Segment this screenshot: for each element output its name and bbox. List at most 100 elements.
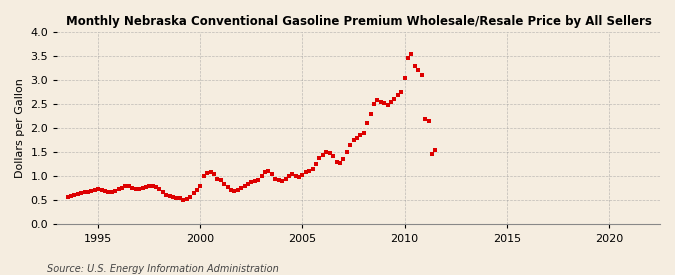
Point <box>273 178 284 182</box>
Point <box>171 195 182 200</box>
Point <box>175 196 186 201</box>
Point <box>321 150 332 155</box>
Point <box>369 102 379 106</box>
Point <box>89 188 100 192</box>
Point <box>225 188 236 192</box>
Point <box>252 178 263 182</box>
Point <box>314 156 325 160</box>
Point <box>348 138 359 142</box>
Point <box>120 184 131 189</box>
Point <box>236 186 246 191</box>
Point <box>392 93 403 98</box>
Point <box>416 73 427 78</box>
Point <box>147 184 158 189</box>
Point <box>307 167 318 171</box>
Point <box>130 187 141 191</box>
Point <box>110 189 121 193</box>
Point <box>335 161 346 165</box>
Point <box>304 168 315 173</box>
Point <box>188 191 199 195</box>
Point <box>242 181 253 186</box>
Point <box>222 185 233 189</box>
Point <box>423 119 434 123</box>
Point <box>427 152 437 156</box>
Point <box>403 56 414 60</box>
Point <box>127 186 138 190</box>
Point <box>134 187 144 191</box>
Point <box>399 75 410 80</box>
Point <box>97 188 107 192</box>
Point <box>62 194 73 199</box>
Point <box>202 171 213 176</box>
Point <box>250 179 261 183</box>
Point <box>290 174 301 178</box>
Point <box>82 189 93 194</box>
Point <box>246 180 256 184</box>
Point <box>92 187 103 191</box>
Point <box>86 189 97 193</box>
Point <box>79 190 90 194</box>
Point <box>256 174 267 178</box>
Title: Monthly Nebraska Conventional Gasoline Premium Wholesale/Resale Price by All Sel: Monthly Nebraska Conventional Gasoline P… <box>65 15 651 28</box>
Point <box>69 192 80 197</box>
Point <box>328 154 339 158</box>
Point <box>72 192 83 196</box>
Point <box>151 185 161 189</box>
Point <box>294 175 304 180</box>
Point <box>65 193 76 198</box>
Point <box>107 190 117 194</box>
Point <box>413 68 424 73</box>
Point <box>300 170 311 175</box>
Point <box>185 194 196 199</box>
Point <box>317 152 328 157</box>
Point <box>385 100 396 104</box>
Point <box>164 193 175 198</box>
Point <box>239 184 250 188</box>
Point <box>192 188 202 192</box>
Point <box>154 187 165 191</box>
Point <box>137 186 148 191</box>
Point <box>219 181 230 186</box>
Point <box>355 133 366 138</box>
Point <box>372 98 383 103</box>
Point <box>215 178 226 182</box>
Point <box>117 186 128 190</box>
Point <box>362 121 373 126</box>
Point <box>430 148 441 152</box>
Point <box>396 90 406 94</box>
Point <box>178 198 189 203</box>
Point <box>209 172 219 176</box>
Point <box>212 177 223 181</box>
Point <box>338 157 349 162</box>
Point <box>157 190 168 194</box>
Point <box>205 170 216 175</box>
Point <box>198 174 209 178</box>
Point <box>232 188 243 192</box>
Point <box>270 177 281 181</box>
Point <box>168 194 179 199</box>
Point <box>229 189 240 193</box>
Point <box>331 160 342 164</box>
Point <box>324 151 335 155</box>
Point <box>358 131 369 135</box>
Point <box>352 136 362 140</box>
Point <box>420 116 431 121</box>
Point <box>342 150 352 155</box>
Point <box>124 184 134 188</box>
Point <box>263 168 274 173</box>
Point <box>144 184 155 188</box>
Point <box>103 189 114 194</box>
Point <box>280 177 291 181</box>
Point <box>284 174 294 178</box>
Point <box>389 97 400 101</box>
Point <box>99 189 110 193</box>
Point <box>375 100 386 104</box>
Point <box>267 172 277 176</box>
Point <box>161 192 171 197</box>
Y-axis label: Dollars per Gallon: Dollars per Gallon <box>15 78 25 178</box>
Point <box>113 187 124 191</box>
Point <box>297 173 308 178</box>
Point <box>260 170 271 175</box>
Point <box>410 64 421 68</box>
Point <box>406 51 416 56</box>
